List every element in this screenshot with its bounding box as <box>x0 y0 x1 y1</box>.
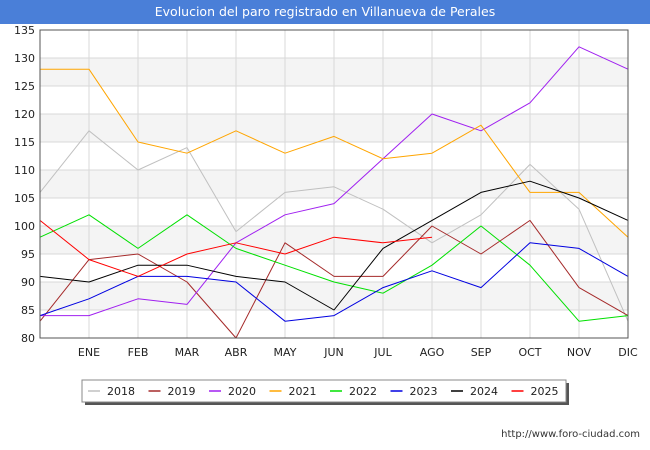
series-line-2018 <box>39 130 629 322</box>
x-tick-label: ENE <box>78 346 100 359</box>
y-tick-label: 90 <box>21 276 35 289</box>
y-tick-label: 100 <box>14 220 35 233</box>
series-line-2019 <box>39 219 629 339</box>
series-line-2024 <box>39 180 629 311</box>
x-tick-label: ABR <box>225 346 248 359</box>
plot-border <box>39 29 629 339</box>
y-tick-label: 95 <box>21 248 35 261</box>
legend-label-2018: 2018 <box>107 385 135 398</box>
legend-label-2019: 2019 <box>168 385 196 398</box>
series-line-2025 <box>39 220 433 277</box>
x-tick-label: OCT <box>518 346 541 359</box>
y-tick-label: 80 <box>21 332 35 345</box>
x-tick-label: SEP <box>471 346 492 359</box>
y-tick-label: 125 <box>14 80 35 93</box>
legend-label-2024: 2024 <box>470 385 498 398</box>
legend-label-2023: 2023 <box>410 385 438 398</box>
series-lines <box>39 46 629 339</box>
y-tick-label: 130 <box>14 52 35 65</box>
chart-title: Evolucion del paro registrado en Villanu… <box>0 0 650 24</box>
legend: 2018 2019 2020 2021 2022 2023 2024 2025 <box>81 379 569 405</box>
x-tick-label: DIC <box>618 346 638 359</box>
legend-label-2020: 2020 <box>228 385 256 398</box>
y-tick-label: 120 <box>14 108 35 121</box>
series-line-2020 <box>40 46 629 317</box>
legend-label-2025: 2025 <box>531 385 559 398</box>
legend-label-2021: 2021 <box>289 385 317 398</box>
x-tick-label: FEB <box>128 346 149 359</box>
legend-label-2022: 2022 <box>349 385 377 398</box>
x-tick-label: JUN <box>323 346 344 359</box>
y-tick-label: 105 <box>14 192 35 205</box>
series-line-2021 <box>40 68 629 238</box>
y-axis-ticks: 80 85 90 95 100 105 110 115 120 125 130 135 <box>14 24 35 345</box>
y-tick-label: 135 <box>14 24 35 37</box>
y-tick-label: 110 <box>14 164 35 177</box>
y-tick-label: 115 <box>14 136 35 149</box>
legend-box <box>81 379 567 403</box>
x-tick-label: MAR <box>175 346 200 359</box>
x-tick-label: AGO <box>420 346 445 359</box>
x-axis-ticks: ENE FEB MAR ABR MAY JUN JUL AGO SEP OCT NOV DIC <box>78 346 638 359</box>
y-tick-label: 85 <box>21 304 35 317</box>
source-credit: http://www.foro-ciudad.com <box>501 429 640 440</box>
x-tick-label: MAY <box>274 346 297 359</box>
series-line-2022 <box>39 214 629 322</box>
x-tick-label: JUL <box>373 346 392 359</box>
x-tick-label: NOV <box>567 346 592 359</box>
